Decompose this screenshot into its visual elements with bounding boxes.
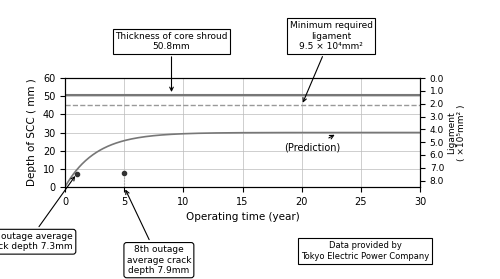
- Text: (Prediction): (Prediction): [284, 135, 340, 152]
- Text: Minimum required
ligament
9.5 × 10⁴mm²: Minimum required ligament 9.5 × 10⁴mm²: [290, 21, 373, 102]
- Y-axis label: Depth of SCC ( mm ): Depth of SCC ( mm ): [28, 79, 38, 186]
- Y-axis label: Ligament
( ×10⁵mm² ): Ligament ( ×10⁵mm² ): [447, 104, 466, 161]
- X-axis label: Operating time (year): Operating time (year): [186, 212, 300, 222]
- Text: 8th outage
average crack
depth 7.9mm: 8th outage average crack depth 7.9mm: [126, 191, 191, 275]
- Text: 7th outage average
crack depth 7.3mm: 7th outage average crack depth 7.3mm: [0, 177, 74, 251]
- Text: Data provided by
Tokyo Electric Power Company: Data provided by Tokyo Electric Power Co…: [301, 241, 429, 261]
- Text: Thickness of core shroud
50.8mm: Thickness of core shroud 50.8mm: [115, 32, 228, 91]
